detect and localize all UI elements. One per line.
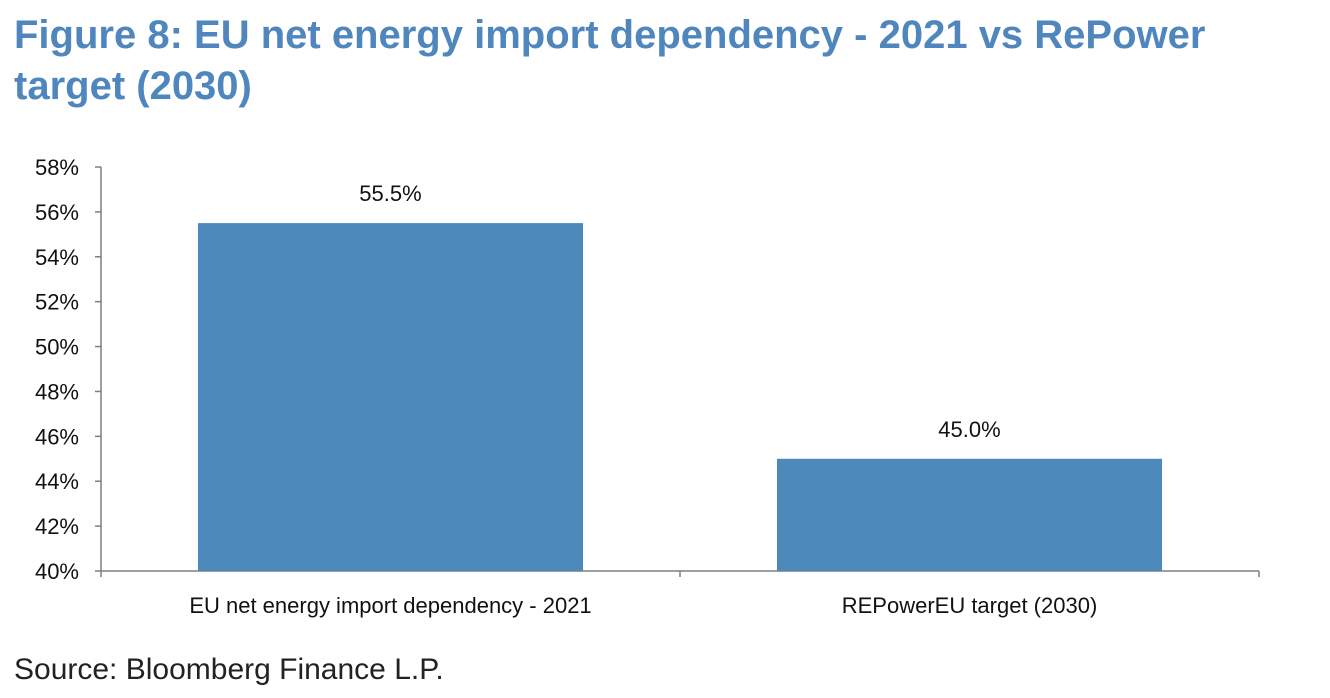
bar-chart: 40% 42% 44% 46% 48% 50% 52% 54% 56% 58% EU net en… <box>35 155 1260 618</box>
bar-value-label: 45.0% <box>938 417 1000 442</box>
y-tick-label: 50% <box>35 335 79 360</box>
y-tick-label: 46% <box>35 424 79 449</box>
y-tick-label: 44% <box>35 469 79 494</box>
bar-value-label: 55.5% <box>359 181 421 206</box>
y-tick-label: 56% <box>35 200 79 225</box>
bar <box>776 458 1163 571</box>
y-axis: 40% 42% 44% 46% 48% 50% 52% 54% 56% 58% <box>35 155 102 584</box>
bars <box>197 223 1163 571</box>
bar <box>197 223 584 571</box>
y-tick-label: 42% <box>35 514 79 539</box>
data-labels: 55.5% 45.0% <box>359 181 1000 442</box>
y-tick-label: 52% <box>35 290 79 315</box>
y-tick-label: 54% <box>35 245 79 270</box>
source-note: Source: Bloomberg Finance L.P. <box>14 653 444 686</box>
x-axis: EU net energy import dependency - 2021 RE… <box>100 570 1260 618</box>
x-category-label: REPowerEU target (2030) <box>842 593 1098 618</box>
y-tick-label: 48% <box>35 379 79 404</box>
y-tick-label: 58% <box>35 155 79 180</box>
x-category-label: EU net energy import dependency - 2021 <box>189 593 591 618</box>
y-tick-label: 40% <box>35 559 79 584</box>
chart-title: Figure 8: EU net energy import dependenc… <box>14 13 1206 108</box>
